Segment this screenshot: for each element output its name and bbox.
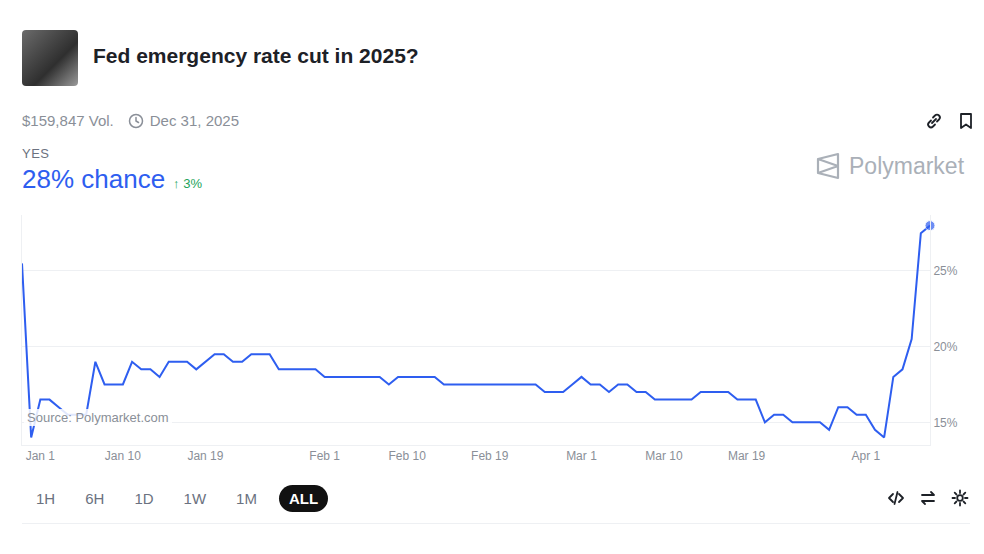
html-text:$159,847 Vol.: $159,847 Vol. (22, 112, 114, 129)
svg-text:Feb 1: Feb 1 (309, 449, 340, 463)
svg-text:Feb 10: Feb 10 (389, 449, 427, 463)
svg-text:15%: 15% (933, 416, 957, 430)
html-text:1M: 1M (236, 490, 257, 507)
svg-text:Feb 19: Feb 19 (471, 449, 509, 463)
html-text:1D: 1D (134, 490, 154, 507)
html-text:Source: Polymarket.com: Source: Polymarket.com (27, 410, 169, 425)
html-text:YES: YES (22, 146, 50, 161)
svg-text:Jan 1: Jan 1 (26, 449, 56, 463)
html-text:1W: 1W (183, 490, 207, 507)
svg-text:Jan 19: Jan 19 (187, 449, 223, 463)
svg-text:Mar 10: Mar 10 (645, 449, 683, 463)
svg-text:20%: 20% (933, 340, 957, 354)
svg-text:Mar 19: Mar 19 (728, 449, 766, 463)
html-text:6H: 6H (85, 490, 105, 507)
html-text:1H: 1H (36, 490, 56, 507)
html-text:ALL: ALL (288, 490, 319, 507)
html-text:Polymarket: Polymarket (849, 152, 964, 179)
html-text:28% chance ↑ 3%: 28% chance ↑ 3% (22, 164, 202, 194)
svg-text:Jan 10: Jan 10 (105, 449, 141, 463)
svg-text:Mar 1: Mar 1 (566, 449, 597, 463)
html-text:Fed emergency rate cut in 2025: Fed emergency rate cut in 2025? (93, 44, 419, 67)
html-text:Dec 31, 2025: Dec 31, 2025 (149, 112, 239, 129)
svg-text:25%: 25% (933, 264, 957, 278)
svg-text:Apr 1: Apr 1 (851, 449, 880, 463)
